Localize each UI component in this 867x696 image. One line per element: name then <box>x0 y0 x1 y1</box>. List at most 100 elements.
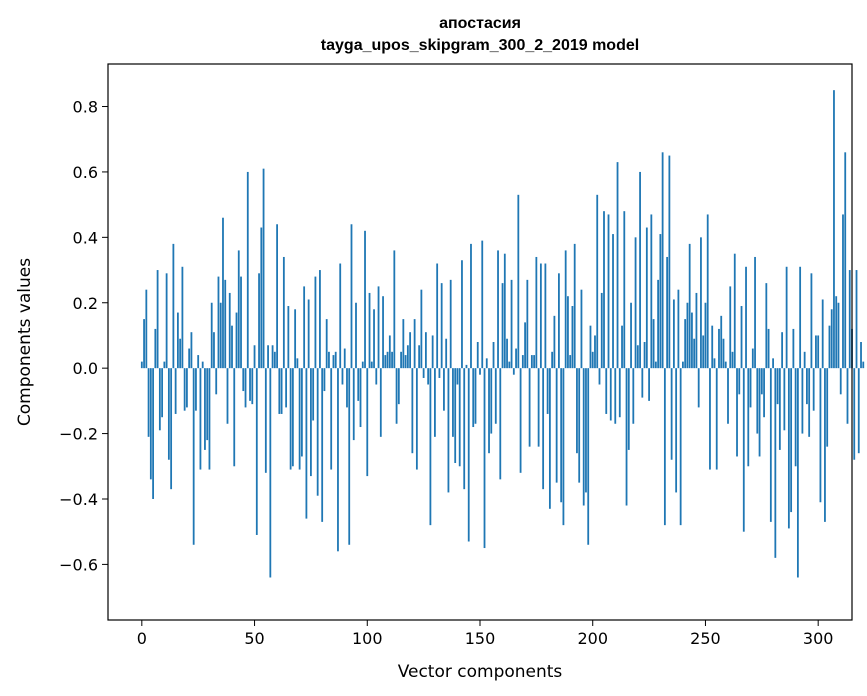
bars-group <box>140 90 865 578</box>
bar-component-69 <box>296 358 299 369</box>
bar-component-317 <box>855 270 858 369</box>
bar-component-26 <box>199 368 202 470</box>
bar-component-304 <box>826 368 829 447</box>
bar-component-76 <box>312 368 315 421</box>
bar-component-259 <box>724 361 727 369</box>
bar-component-295 <box>806 368 808 405</box>
bar-component-160 <box>501 283 504 369</box>
bar-component-188 <box>564 250 567 369</box>
bar-component-50 <box>253 345 256 369</box>
bar-component-133 <box>440 283 443 369</box>
bar-component-217 <box>630 302 632 369</box>
bar-component-154 <box>488 368 490 454</box>
bar-component-105 <box>377 286 380 369</box>
bar-component-310 <box>839 368 842 395</box>
y-tick-label: 0.4 <box>73 228 98 247</box>
bar-component-119 <box>409 332 412 369</box>
bar-component-318 <box>857 368 860 454</box>
bar-component-314 <box>848 270 851 369</box>
bar-component-130 <box>434 368 436 437</box>
bar-component-265 <box>738 368 741 395</box>
bar-component-65 <box>287 306 290 369</box>
bar-component-236 <box>672 299 675 369</box>
bar-component-90 <box>343 348 346 369</box>
bar-component-282 <box>776 368 779 405</box>
bar-component-20 <box>186 368 188 408</box>
bar-component-72 <box>303 286 306 369</box>
bar-component-53 <box>260 227 263 369</box>
bar-component-275 <box>760 368 763 395</box>
bar-component-6 <box>154 328 157 369</box>
bar-component-194 <box>578 368 581 483</box>
bar-component-106 <box>379 368 382 437</box>
bar-component-235 <box>670 368 673 460</box>
bar-component-95 <box>355 302 357 369</box>
bar-component-62 <box>280 368 283 414</box>
bar-component-107 <box>382 296 384 369</box>
bar-component-222 <box>641 368 644 398</box>
bar-component-183 <box>553 315 556 369</box>
bar-component-87 <box>337 368 339 552</box>
bar-component-71 <box>300 368 303 457</box>
bar-component-211 <box>616 162 619 369</box>
bar-component-120 <box>411 368 414 454</box>
bar-component-269 <box>747 368 750 467</box>
bar-component-139 <box>454 368 457 464</box>
bar-component-135 <box>445 338 448 369</box>
bar-component-242 <box>686 302 689 369</box>
bar-component-178 <box>542 368 545 490</box>
bar-component-171 <box>526 279 529 369</box>
bar-component-37 <box>224 279 227 369</box>
x-tick-label: 0 <box>137 629 147 648</box>
bar-component-234 <box>668 155 671 369</box>
bar-component-303 <box>824 368 826 522</box>
bar-component-166 <box>515 348 517 369</box>
bar-component-97 <box>359 368 362 428</box>
bar-component-294 <box>803 351 806 369</box>
bar-component-109 <box>386 351 389 369</box>
bar-component-290 <box>794 368 797 467</box>
bar-component-103 <box>373 309 375 369</box>
bar-component-267 <box>742 368 745 532</box>
bar-component-39 <box>228 292 231 369</box>
x-tick-label: 300 <box>803 629 834 648</box>
bar-component-214 <box>623 211 626 369</box>
bar-component-101 <box>368 292 371 369</box>
bar-component-51 <box>255 368 258 535</box>
bar-component-110 <box>388 335 391 369</box>
bar-component-197 <box>585 368 587 493</box>
bar-component-272 <box>754 256 756 369</box>
bar-component-162 <box>506 338 508 369</box>
bar-component-225 <box>648 368 650 401</box>
bar-component-177 <box>539 263 542 369</box>
bar-component-137 <box>449 279 452 369</box>
bar-component-254 <box>713 358 716 369</box>
y-tick-label: −0.6 <box>59 555 98 574</box>
bar-component-312 <box>844 152 847 369</box>
y-axis-ticks: −0.6 −0.4 −0.2 0.0 0.2 0.4 0.6 0.8 <box>59 98 108 574</box>
bar-component-43 <box>237 250 240 369</box>
bar-component-173 <box>530 355 533 369</box>
bar-component-283 <box>778 368 781 450</box>
bar-component-63 <box>282 256 285 369</box>
chart-subtitle: tayga_upos_skipgram_300_2_2019 model <box>321 37 639 54</box>
bar-component-313 <box>846 368 849 424</box>
bar-component-170 <box>524 322 526 369</box>
bar-component-67 <box>291 368 294 467</box>
bar-component-240 <box>682 361 684 369</box>
bar-component-80 <box>321 368 324 522</box>
bar-component-125 <box>422 368 425 378</box>
bar-component-180 <box>546 368 549 414</box>
bar-component-84 <box>330 368 333 470</box>
bar-component-277 <box>765 283 768 369</box>
bar-component-307 <box>833 90 835 369</box>
bar-component-198 <box>587 368 590 545</box>
bar-component-203 <box>598 368 601 385</box>
bar-component-184 <box>555 368 558 483</box>
bar-component-148 <box>474 368 477 424</box>
bar-component-250 <box>704 302 707 369</box>
bar-component-190 <box>569 355 572 369</box>
bar-component-27 <box>201 361 204 369</box>
bar-component-52 <box>258 273 260 369</box>
bar-component-89 <box>341 368 344 385</box>
